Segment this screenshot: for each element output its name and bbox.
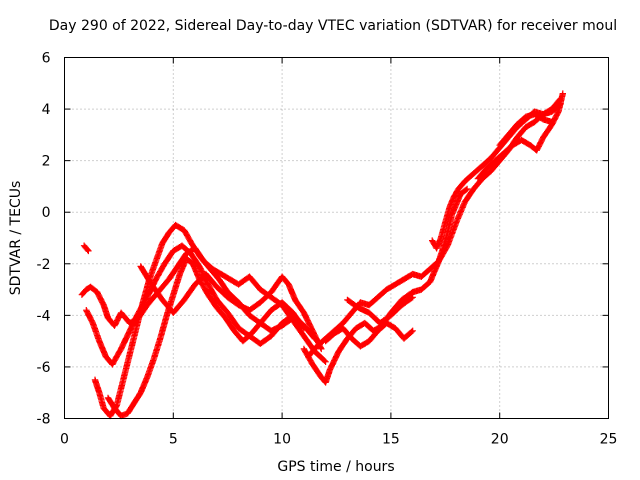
marks-layer [78, 90, 566, 420]
y-tick-label: -6 [37, 360, 51, 376]
x-tick-label: 15 [382, 432, 400, 448]
chart-title: Day 290 of 2022, Sidereal Day-to-day VTE… [49, 18, 617, 34]
data-point-markers [344, 294, 416, 327]
data-series [496, 111, 556, 149]
x-tick-label: 20 [491, 432, 509, 448]
ticks-layer: 0 5 10 15 20 25 -8 -6 -4 -2 0 2 4 6 [37, 51, 618, 448]
y-axis-label: SDTVAR / TECUs [8, 181, 24, 296]
y-tick-label: 4 [42, 102, 51, 118]
y-tick-label: 2 [42, 154, 51, 170]
data-series [305, 95, 564, 360]
data-point-markers [80, 242, 92, 255]
y-tick-label: 0 [42, 205, 51, 221]
x-tick-label: 10 [273, 432, 291, 448]
data-series [137, 263, 325, 353]
data-point-markers [496, 111, 556, 149]
data-series [80, 242, 92, 255]
data-series [104, 255, 308, 420]
y-tick-label: -8 [37, 412, 51, 428]
y-tick-label: -2 [37, 257, 51, 273]
data-point-markers [322, 319, 416, 350]
data-series [322, 319, 416, 350]
data-point-markers [137, 263, 325, 353]
data-point-markers [104, 255, 308, 420]
x-tick-label: 5 [169, 432, 178, 448]
y-tick-label: -4 [37, 308, 51, 324]
grid-layer [64, 57, 609, 419]
plot-frame [64, 57, 609, 419]
y-tick-label: 6 [42, 51, 51, 67]
x-axis-label: GPS time / hours [277, 459, 394, 475]
data-point-markers [305, 95, 564, 360]
x-tick-label: 25 [600, 432, 618, 448]
x-tick-label: 0 [60, 432, 69, 448]
data-series [344, 294, 416, 327]
